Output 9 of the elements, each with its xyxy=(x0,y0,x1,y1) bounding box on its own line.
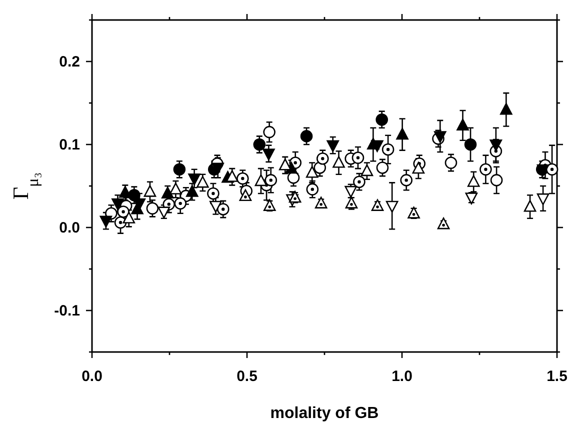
y-tick-label: 0.0 xyxy=(59,220,80,236)
x-tick-label: 1.5 xyxy=(546,368,568,385)
x-tick-label: 1.0 xyxy=(392,368,412,385)
y-tick-label: -0.1 xyxy=(54,302,80,320)
x-axis-title: molality of GB xyxy=(270,405,379,422)
y-tick-label: 0.2 xyxy=(59,54,80,70)
y-tick-label: 0.1 xyxy=(59,136,80,154)
x-tick-label: 0.0 xyxy=(82,368,102,385)
x-tick-label: 0.5 xyxy=(236,368,258,385)
